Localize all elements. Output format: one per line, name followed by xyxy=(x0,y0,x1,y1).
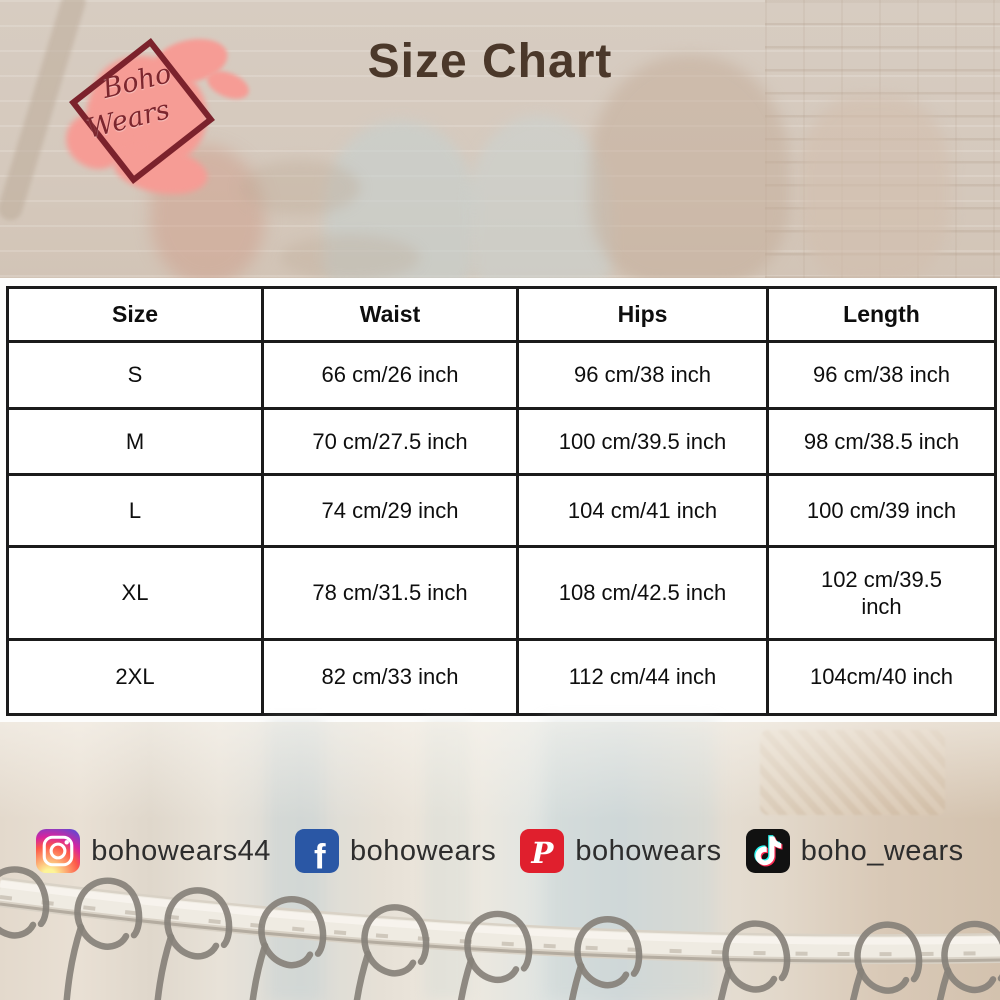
social-handle: bohowears44 xyxy=(91,834,271,867)
table-row: 2XL 82 cm/33 inch 112 cm/44 inch 104cm/40 i… xyxy=(6,638,997,716)
table-cell: 102 cm/39.5 inch xyxy=(766,545,997,641)
social-item-tiktok: boho_wears xyxy=(745,829,964,873)
table-cell: 74 cm/29 inch xyxy=(261,473,519,548)
table-cell: 104cm/40 inch xyxy=(766,638,997,716)
table-row: S 66 cm/26 inch 96 cm/38 inch 96 cm/38 inch xyxy=(6,340,997,410)
social-handle: bohowears xyxy=(349,834,497,867)
table-cell: 96 cm/38 inch xyxy=(516,340,769,410)
table-row: XL 78 cm/31.5 inch 108 cm/42.5 inch 102 cm/… xyxy=(6,545,997,641)
table-cell: L xyxy=(6,473,264,548)
social-item-facebook: f bohowears xyxy=(294,829,497,873)
table-cell: 100 cm/39.5 inch xyxy=(516,407,769,476)
table-cell: 2XL xyxy=(6,638,264,716)
table-cell: 70 cm/27.5 inch xyxy=(261,407,519,476)
table-cell: 100 cm/39 inch xyxy=(766,473,997,548)
instagram-icon xyxy=(36,829,81,873)
column-header-hips: Hips xyxy=(516,286,769,343)
table-cell: 108 cm/42.5 inch xyxy=(516,545,769,641)
table-cell: 96 cm/38 inch xyxy=(766,340,997,410)
column-header-waist: Waist xyxy=(261,286,519,343)
table-header-row: Size Waist Hips Length xyxy=(6,286,997,343)
pinterest-icon: P xyxy=(520,829,565,873)
tiktok-icon xyxy=(745,829,790,873)
column-header-length: Length xyxy=(766,286,997,343)
table-cell: 112 cm/44 inch xyxy=(516,638,769,716)
social-item-instagram: bohowears44 xyxy=(36,829,271,873)
table-cell: 78 cm/31.5 inch xyxy=(261,545,519,641)
page-title: Size Chart xyxy=(367,35,613,88)
table-cell: 104 cm/41 inch xyxy=(516,473,769,548)
size-table: Size Waist Hips Length S 66 cm/26 inch 96 … xyxy=(6,286,997,716)
facebook-icon: f xyxy=(294,829,339,873)
size-table-body: S 66 cm/26 inch 96 cm/38 inch 96 cm/38 inch… xyxy=(6,340,997,716)
social-bar: bohowears44 f bohowears P bohowears boho xyxy=(0,829,1000,873)
table-row: M 70 cm/27.5 inch 100 cm/39.5 inch 98 cm/38… xyxy=(6,407,997,476)
social-handle: bohowears xyxy=(575,834,722,867)
social-handle: boho_wears xyxy=(800,834,964,867)
table-cell: 98 cm/38.5 inch xyxy=(766,407,997,476)
svg-text:P: P xyxy=(531,835,555,870)
svg-text:f: f xyxy=(314,837,326,873)
table-row: L 74 cm/29 inch 104 cm/41 inch 100 cm/39 in… xyxy=(6,473,997,548)
social-item-pinterest: P bohowears xyxy=(520,829,721,873)
table-cell: S xyxy=(6,340,264,410)
table-cell: XL xyxy=(6,545,264,641)
table-cell: 66 cm/26 inch xyxy=(261,340,519,410)
table-cell: 82 cm/33 inch xyxy=(261,638,519,716)
column-header-size: Size xyxy=(6,286,264,343)
table-cell: M xyxy=(6,407,264,476)
